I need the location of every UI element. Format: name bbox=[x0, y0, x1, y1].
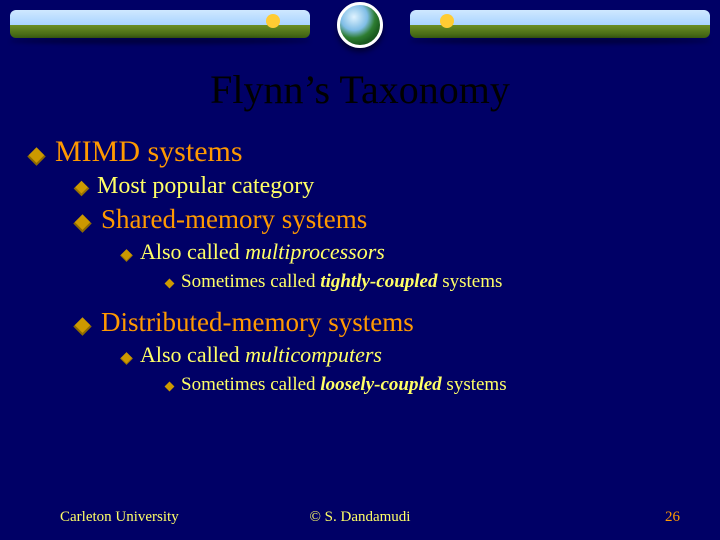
bullet-shared-sub-text: Also called multiprocessors bbox=[140, 239, 385, 265]
bullet-shared-sub: Also called multiprocessors bbox=[122, 239, 690, 265]
bullet-l1-text: MIMD systems bbox=[55, 135, 243, 169]
decorative-banner bbox=[0, 0, 720, 48]
bullet-l1: MIMD systems bbox=[30, 135, 690, 169]
slide-title: Flynn’s Taxonomy bbox=[0, 66, 720, 113]
diamond-bullet-icon bbox=[120, 352, 133, 365]
banner-strip-left bbox=[10, 10, 310, 38]
bullet-dist: Distributed-memory systems bbox=[76, 307, 690, 338]
text-pre: Also called bbox=[140, 239, 245, 264]
bullet-l2-most: Most popular category bbox=[76, 173, 690, 200]
slide-footer: Carleton University © S. Dandamudi 26 bbox=[0, 509, 720, 526]
text-ital: loosely-coupled bbox=[320, 374, 441, 395]
diamond-bullet-icon bbox=[73, 214, 91, 232]
page-number: 26 bbox=[665, 509, 680, 526]
text-pre: Also called bbox=[140, 342, 245, 367]
text-ital: multicomputers bbox=[245, 342, 382, 367]
bullet-l2-most-text: Most popular category bbox=[97, 173, 314, 200]
diamond-bullet-icon bbox=[165, 382, 175, 392]
diamond-bullet-icon bbox=[165, 279, 175, 289]
footer-center: © S. Dandamudi bbox=[310, 509, 411, 526]
globe-icon bbox=[337, 2, 383, 48]
diamond-bullet-icon bbox=[120, 249, 133, 262]
text-pre: Sometimes called bbox=[181, 271, 320, 292]
text-ital: tightly-coupled bbox=[320, 271, 437, 292]
bullet-dist-sub-text: Also called multicomputers bbox=[140, 342, 382, 368]
text-post: systems bbox=[437, 271, 502, 292]
bullet-shared-text: Shared-memory systems bbox=[101, 204, 367, 235]
diamond-bullet-icon bbox=[73, 317, 91, 335]
diamond-bullet-icon bbox=[74, 181, 90, 197]
bullet-shared: Shared-memory systems bbox=[76, 204, 690, 235]
bullet-dist-text: Distributed-memory systems bbox=[101, 307, 414, 338]
footer-left: Carleton University bbox=[60, 509, 179, 526]
bullet-dist-sub2: Sometimes called loosely-coupled systems bbox=[166, 374, 690, 396]
diamond-bullet-icon bbox=[27, 147, 45, 165]
slide-content: MIMD systems Most popular category Share… bbox=[0, 135, 720, 396]
bullet-shared-sub2: Sometimes called tightly-coupled systems bbox=[166, 271, 690, 293]
text-post: systems bbox=[442, 374, 507, 395]
bullet-dist-sub: Also called multicomputers bbox=[122, 342, 690, 368]
bullet-shared-sub2-text: Sometimes called tightly-coupled systems bbox=[181, 271, 502, 293]
banner-strip-right bbox=[410, 10, 710, 38]
bullet-dist-sub2-text: Sometimes called loosely-coupled systems bbox=[181, 374, 507, 396]
text-pre: Sometimes called bbox=[181, 374, 320, 395]
text-ital: multiprocessors bbox=[245, 239, 385, 264]
